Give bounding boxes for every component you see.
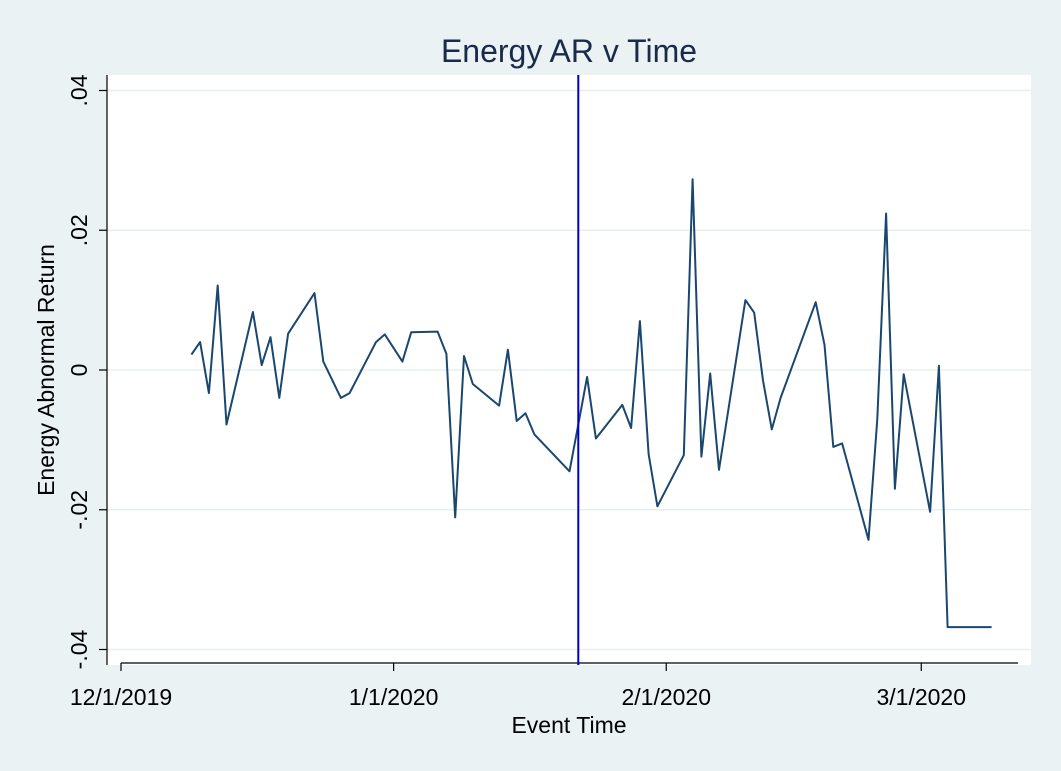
series-line [190,178,992,629]
y-tick-label: -.04 [66,629,92,669]
x-tick-label: 3/1/2020 [876,684,966,710]
chart-title: Energy AR v Time [441,33,697,69]
x-tick-label: 1/1/2020 [349,684,439,710]
x-tick-label: 12/1/2019 [70,684,172,710]
y-axis-label: Energy Abnormal Return [33,244,59,496]
x-tick-label: 2/1/2020 [621,684,711,710]
y-tick-label: -.02 [66,490,92,530]
y-tick-label: .04 [66,74,92,106]
x-axis: 12/1/2019 1/1/2020 2/1/2020 3/1/2020 [70,662,1018,710]
y-axis: .04 .02 0 -.02 -.04 [66,74,108,669]
y-tick-label: .02 [66,214,92,246]
y-tick-label: 0 [66,364,92,377]
x-axis-label: Event Time [511,712,626,738]
grid-lines [107,89,1031,651]
